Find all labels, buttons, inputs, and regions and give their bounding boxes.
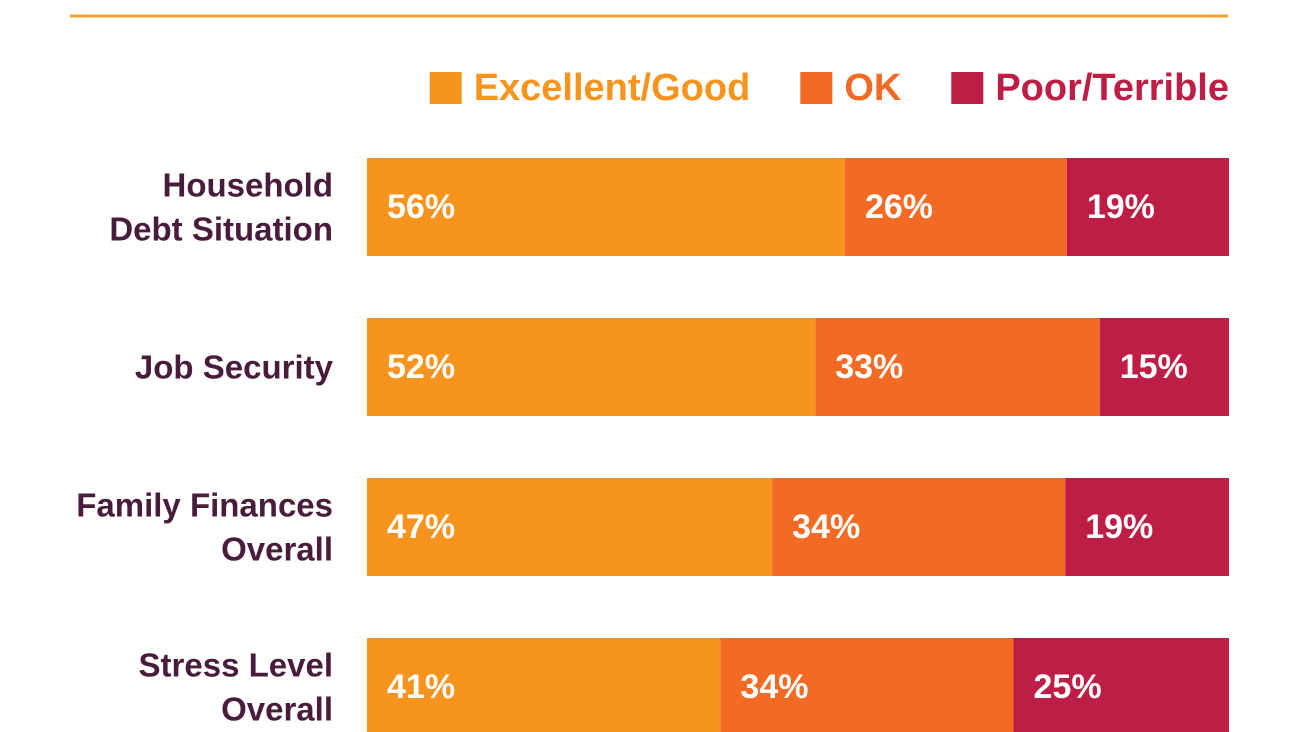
bar-row: 52% 33% 15% [367,318,1229,416]
category-label-line: Debt Situation [109,211,333,248]
category-label-line: Stress Level [139,647,333,684]
legend-swatch [951,72,984,104]
bars: 56% 26% 19% 52% 33% 15% 47% 34% 19% 41% 34% 25% [367,158,1229,732]
bar-value-label: 19% [1085,508,1153,546]
legend-swatch [429,72,462,104]
category-labels: Household Debt Situation Job Security Famil… [76,167,333,728]
legend-item: OK [800,67,902,109]
bar-value-label: 34% [740,668,808,706]
legend-label: Excellent/Good [474,67,751,109]
bar-value-label: 47% [387,508,455,546]
bar-segment [1013,638,1229,732]
bar-segment [844,158,1067,256]
bar-segment [1066,158,1229,256]
legend-label: Poor/Terrible [995,67,1229,109]
bar-value-label: 25% [1034,668,1102,706]
category-label-line: Job Security [135,349,334,386]
bar-value-label: 56% [387,188,455,226]
bar-segment [1065,478,1229,576]
category-label-line: Overall [221,691,333,728]
bar-value-label: 26% [865,188,933,226]
bar-segment [772,478,1066,576]
category-label-line: Overall [221,531,333,568]
category-label: Job Security [135,349,334,386]
category-label-line: Household [163,167,334,204]
bar-value-label: 15% [1120,348,1188,386]
category-label: Household Debt Situation [109,167,333,248]
bar-segment [815,318,1100,416]
legend-swatch [800,72,833,104]
bar-segment [367,158,845,256]
bar-row: 41% 34% 25% [367,638,1229,732]
bar-segment [1099,318,1229,416]
category-label-line: Family Finances [76,487,333,524]
legend-label: OK [844,67,902,109]
bar-segment [367,638,721,732]
bar-value-label: 33% [835,348,903,386]
bar-value-label: 41% [387,668,455,706]
legend: Poor/Terrible OK Excellent/Good [429,67,1229,109]
bar-row: 56% 26% 19% [367,158,1229,256]
bar-value-label: 34% [792,508,860,546]
bar-segment [367,318,816,416]
bar-segment [720,638,1014,732]
category-label: Stress Level Overall [139,647,333,728]
legend-item: Excellent/Good [429,67,751,109]
bar-row: 47% 34% 19% [367,478,1229,576]
bar-value-label: 19% [1087,188,1155,226]
bar-segment [367,478,773,576]
legend-item: Poor/Terrible [951,67,1229,109]
category-label: Family Finances Overall [76,487,333,568]
bar-value-label: 52% [387,348,455,386]
